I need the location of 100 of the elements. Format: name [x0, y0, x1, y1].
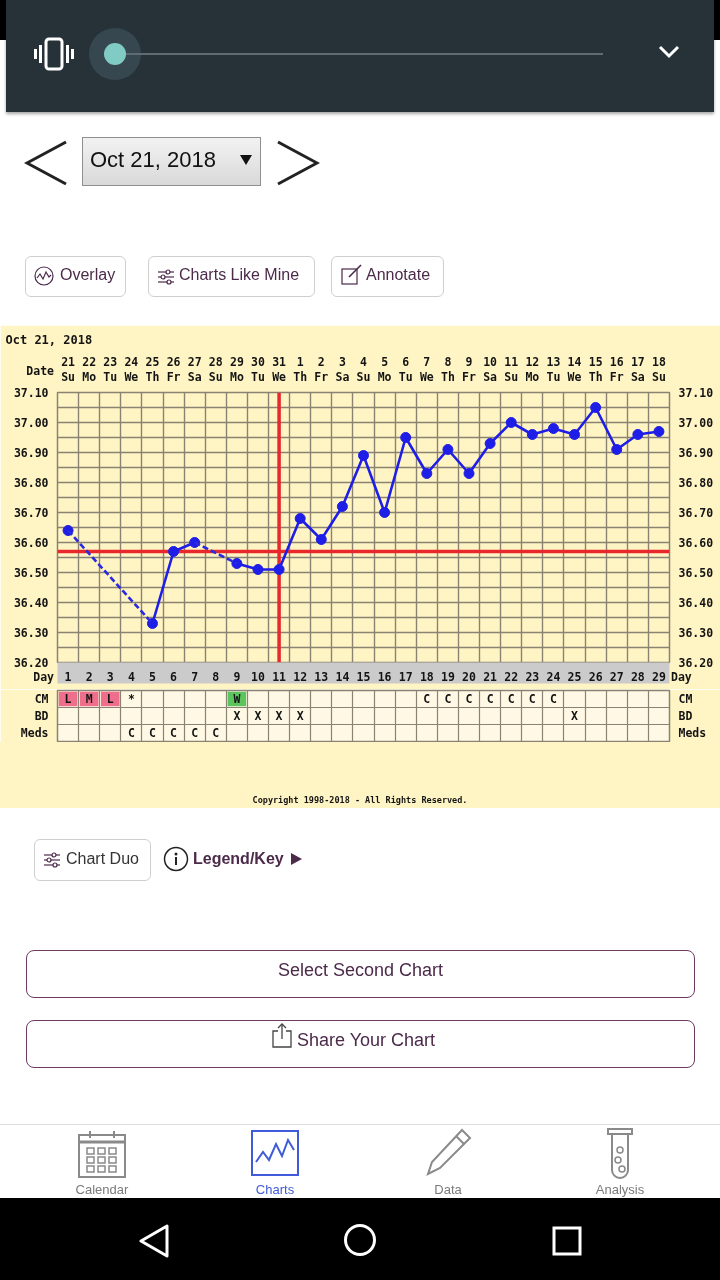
x-tick-label: 25: [567, 669, 582, 684]
y2-tick-label: 36.80: [678, 476, 714, 490]
text: X: [275, 709, 283, 723]
point: [632, 429, 644, 440]
text: L: [64, 692, 72, 706]
y2-tick-label: 36.70: [678, 506, 714, 520]
text: Legend/Key: [193, 850, 284, 867]
x2-tick-label: 6 Tu: [398, 354, 413, 384]
point: [505, 417, 517, 428]
text: *: [127, 692, 135, 706]
x-tick-label: 17: [398, 669, 413, 684]
text: Calendar: [74, 1182, 130, 1197]
y2-tick-label: 36.30: [678, 626, 714, 640]
x-tick-label: 15: [356, 669, 371, 684]
y-tick-label: 36.50: [13, 566, 49, 580]
x2-tick-label: 9 Fr: [462, 354, 477, 384]
x-tick-label: 27: [609, 669, 624, 684]
point: [653, 426, 665, 437]
x2-axis-title: Date: [25, 364, 54, 378]
x2-tick-label: 17 Sa: [630, 354, 645, 384]
x-tick-label: 21: [483, 669, 498, 684]
x-tick-label: 13: [314, 669, 329, 684]
point: [526, 429, 538, 440]
text: C: [191, 726, 199, 740]
chart-title: Oct 21, 2018: [5, 332, 93, 347]
point: [168, 546, 180, 557]
x-tick-label: 6: [170, 669, 178, 684]
category-label: Meds: [678, 726, 707, 740]
y-tick-label: 37.00: [13, 416, 49, 430]
category-label: CM: [678, 692, 693, 706]
text: C: [444, 692, 452, 706]
y2-tick-label: 37.00: [678, 416, 714, 430]
point: [590, 402, 602, 413]
text: Day: [33, 670, 54, 684]
x2-tick-label: 7 We: [419, 354, 434, 384]
x-tick-label: 9: [233, 669, 241, 684]
x-tick-label: 29: [652, 669, 666, 684]
y-tick-label: 37.10: [13, 386, 49, 400]
y2-tick-label: 37.10: [678, 386, 714, 400]
category-label: Meds: [20, 726, 49, 740]
y-tick-label: 36.40: [13, 596, 49, 610]
text: Data: [433, 1182, 463, 1197]
point: [611, 444, 623, 455]
x2-tick-label: 16 Fr: [609, 354, 624, 384]
point: [231, 558, 243, 569]
x2-tick-label: 22 Mo: [82, 354, 97, 384]
x2-tick-label: 18 Su: [652, 354, 666, 384]
x2-tick-label: 21 Su: [61, 354, 76, 384]
text: Share Your Chart: [297, 1030, 436, 1050]
x-tick-label: 28: [630, 669, 645, 684]
x-tick-label: 19: [440, 669, 455, 684]
x-tick-label: 2: [85, 669, 93, 684]
x2-tick-label: 15 Th: [588, 354, 603, 384]
x-tick-label: 24: [546, 669, 561, 684]
point: [421, 468, 433, 479]
text: C: [507, 692, 515, 706]
text: C: [212, 726, 220, 740]
x-tick-label: 20: [462, 669, 477, 684]
y-tick-label: 36.60: [13, 536, 49, 550]
text: C: [127, 726, 135, 740]
text: C: [549, 692, 557, 706]
text: C: [170, 726, 178, 740]
x-tick-label: 10: [251, 669, 265, 684]
point: [146, 618, 158, 629]
y-tick-label: 36.30: [13, 626, 49, 640]
x-tick-label: 1: [64, 669, 72, 684]
text: X: [233, 709, 241, 723]
x2-tick-label: 31 We: [272, 354, 287, 384]
text: C: [465, 692, 473, 706]
x2-tick-label: 30 Tu: [251, 354, 265, 384]
text: L: [106, 692, 114, 706]
x-tick-label: 14: [335, 669, 350, 684]
y-tick-label: 36.90: [13, 446, 49, 460]
point: [400, 432, 412, 443]
x2-tick-label: 2 Fr: [314, 354, 329, 384]
category-label: BD: [678, 709, 693, 723]
y2-tick-label: 36.90: [678, 446, 714, 460]
x2-tick-label: 11 Su: [504, 354, 519, 384]
text: W: [233, 692, 241, 706]
text: Overlay: [60, 266, 116, 283]
y2-tick-label: 36.20: [678, 656, 714, 670]
x2-tick-label: 10 Sa: [483, 354, 498, 384]
x-tick-label: 4: [127, 669, 135, 684]
x2-tick-label: 27 Sa: [187, 354, 202, 384]
text: C: [486, 692, 494, 706]
x2-tick-label: 14 We: [567, 354, 582, 384]
point: [315, 534, 327, 545]
text: Copyright 1998-2018 - All Rights Reserved.: [251, 794, 469, 807]
x2-tick-label: 25 Th: [145, 354, 160, 384]
text: Analysis: [594, 1182, 646, 1197]
x2-tick-label: 4 Su: [356, 354, 371, 384]
x-tick-label: 16: [377, 669, 392, 684]
y2-tick-label: 36.60: [678, 536, 714, 550]
x2-tick-label: 8 Th: [440, 354, 455, 384]
category-label: BD: [34, 709, 49, 723]
point: [484, 438, 496, 449]
x-tick-label: 12: [293, 669, 308, 684]
x-tick-label: 23: [525, 669, 540, 684]
y-tick-label: 36.70: [13, 506, 49, 520]
text: C: [423, 692, 431, 706]
